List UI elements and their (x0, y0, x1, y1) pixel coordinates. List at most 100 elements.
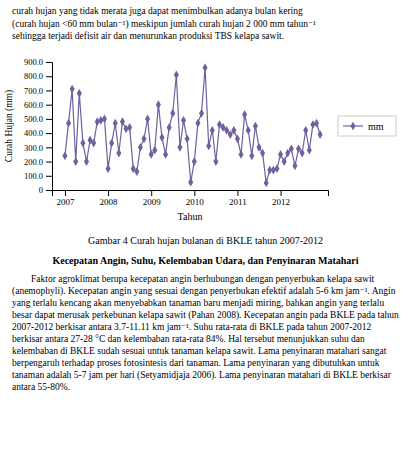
point (300, 149, 305, 158)
point (70, 85, 75, 94)
point (73, 157, 78, 166)
point (159, 133, 164, 142)
point (145, 115, 150, 124)
y-tick-mark (46, 133, 52, 134)
point (192, 157, 197, 166)
legend-item: mm (338, 116, 396, 136)
point (260, 149, 265, 158)
y-tick-label: 200.0 (24, 157, 43, 167)
point (181, 116, 186, 125)
point (231, 126, 236, 135)
x-tick-label: 2009 (143, 197, 162, 207)
point (127, 123, 132, 132)
y-tick: 200.0 (24, 157, 52, 167)
x-tick-label: 2010 (186, 197, 205, 207)
y-tick: 400.0 (24, 128, 52, 138)
y-tick-label: 500.0 (24, 114, 43, 124)
y-tick-mark (46, 90, 52, 91)
chart-title: Gambar 4 Curah hujan bulanan di BKLE tah… (88, 235, 323, 246)
point (116, 149, 121, 158)
paragraph-line: berpengaruh terhadap proses fotosintesis… (12, 358, 380, 368)
y-axis: 0 100.0 200.0 300.0 400.0 500.0 600.0 700.0 800.… (24, 57, 53, 195)
point (170, 109, 175, 118)
point (303, 126, 308, 135)
heading: Kecepatan Angin, Suhu, Kelembaban Udara,… (52, 255, 358, 266)
x-tick-mark (194, 190, 195, 196)
point (95, 117, 100, 126)
series-line (65, 68, 320, 183)
x-tick-mark (281, 190, 282, 196)
point (174, 70, 179, 79)
y-tick-mark (46, 147, 52, 148)
point (77, 89, 82, 98)
point (285, 149, 290, 158)
chart: 2007200820092010201120120100.0200.0300.0… (4, 57, 396, 222)
paragraph-line: curah hujan yang tidak merata juga dapat… (12, 6, 303, 16)
legend-marker (350, 122, 355, 131)
point (228, 130, 233, 139)
point (274, 164, 279, 173)
x-axis-title: Tahun (178, 211, 203, 222)
paragraph-above: curah hujan yang tidak merata juga dapat… (12, 6, 316, 41)
point (206, 142, 211, 151)
point (203, 63, 208, 72)
point (124, 124, 129, 133)
point (235, 134, 240, 143)
y-tick: 0 (39, 185, 52, 195)
point (113, 119, 118, 128)
paragraph-line: (curah hujan <60 mm bulan⁻¹) meskipun ju… (12, 19, 316, 30)
legend: mm (338, 116, 396, 136)
paragraph-line: antara 55-80%. (12, 382, 70, 392)
point (239, 150, 244, 159)
paragraph-below: Faktor agroklimat berupa kecepatan angin… (12, 274, 399, 392)
point (278, 150, 283, 159)
point (177, 143, 182, 152)
x-tick-label: 2011 (229, 197, 247, 207)
point (185, 134, 190, 143)
marks (62, 63, 322, 187)
y-tick: 700.0 (24, 86, 52, 96)
y-tick: 800.0 (24, 71, 52, 81)
point (271, 166, 276, 175)
paragraph-line: Faktor agroklimat berupa kecepatan angin… (12, 274, 375, 284)
y-tick-label: 300.0 (24, 143, 43, 153)
x-axis-line (53, 191, 329, 197)
y-tick-mark (46, 76, 52, 77)
y-tick-mark (46, 190, 52, 191)
x-tick: 2007 (56, 190, 75, 207)
x-tick-mark (108, 190, 109, 196)
paragraph-line: 2007-2012 berkisar antara 3.7-11.11 km j… (12, 322, 372, 332)
x-tick-label: 2008 (100, 197, 119, 207)
point (213, 157, 218, 166)
y-tick-mark (46, 119, 52, 120)
point (318, 130, 323, 139)
paragraph-line: sehingga terjadi defisit air dan menurun… (12, 31, 284, 41)
y-tick-label: 700.0 (24, 86, 43, 96)
point (62, 152, 67, 161)
point (314, 119, 319, 128)
y-tick-label: 900.0 (24, 57, 43, 67)
point (156, 100, 161, 109)
point (106, 164, 111, 173)
point (253, 122, 258, 131)
point (249, 152, 254, 161)
x-tick-mark (151, 190, 152, 196)
paragraph-line: berkisar antara 27-28 °C dan kelembaban … (12, 334, 365, 344)
y-tick: 600.0 (24, 100, 52, 110)
point (102, 115, 107, 124)
x-axis: 200720082009201020112012 (53, 190, 329, 207)
y-tick-label: 100.0 (24, 171, 43, 181)
point (296, 144, 301, 153)
point (199, 109, 204, 118)
x-tick: 2010 (186, 190, 205, 207)
point (98, 116, 103, 125)
y-tick-label: 0 (39, 185, 43, 195)
point (163, 150, 168, 159)
x-tick-mark (65, 190, 66, 196)
y-tick-label: 400.0 (24, 128, 43, 138)
point (152, 146, 157, 155)
paragraph-line: tanaman adalah 5-7 jam per hari (Setyami… (12, 370, 392, 381)
paragraph-line: yang terlalu kencang akan menyebabkan ta… (12, 298, 384, 308)
x-tick-label: 2007 (56, 197, 75, 207)
point (310, 120, 315, 129)
